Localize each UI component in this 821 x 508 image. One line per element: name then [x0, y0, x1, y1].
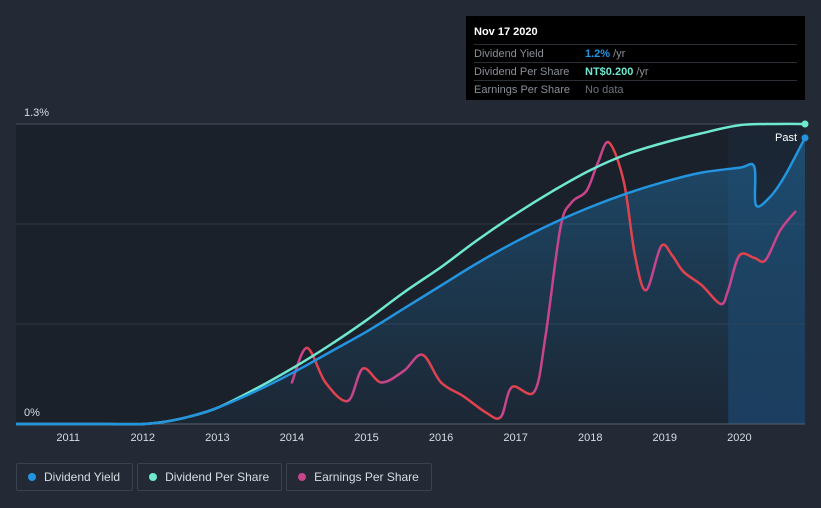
- tooltip-row-earnings-per-share: Earnings Per Share No data: [474, 81, 797, 98]
- legend-label: Earnings Per Share: [314, 470, 419, 484]
- eps-segment: [671, 254, 685, 273]
- tooltip: Nov 17 2020 Dividend Yield 1.2% /yr Divi…: [466, 16, 805, 100]
- dividend-yield-end-marker: [801, 134, 809, 142]
- eps-segment: [324, 381, 350, 403]
- past-label: Past: [775, 132, 797, 144]
- eps-segment: [719, 288, 730, 306]
- y-tick-label: 0%: [24, 407, 40, 419]
- tooltip-divider: [474, 80, 797, 81]
- tooltip-value-earnings-per-share: No data: [585, 83, 624, 96]
- tooltip-unit: /yr: [613, 47, 626, 60]
- eps-segment: [510, 385, 536, 396]
- legend-item-earnings-per-share[interactable]: Earnings Per Share: [286, 463, 432, 491]
- eps-segment: [484, 411, 502, 420]
- tooltip-label: Dividend Per Share: [474, 65, 570, 78]
- tooltip-divider: [474, 44, 797, 45]
- eps-segment: [346, 367, 365, 403]
- eps-segment: [421, 353, 443, 384]
- legend-dot-icon: [149, 473, 158, 481]
- legend: Dividend Yield Dividend Per Share Earnin…: [16, 463, 432, 491]
- eps-segment: [533, 335, 547, 393]
- x-tick-label: 2018: [578, 432, 602, 444]
- legend-item-dividend-per-share[interactable]: Dividend Per Share: [137, 463, 283, 491]
- tooltip-date: Nov 17 2020: [474, 26, 538, 38]
- x-tick-label: 2015: [354, 432, 378, 444]
- tooltip-unit: /yr: [636, 65, 649, 78]
- eps-segment: [622, 180, 637, 257]
- earnings-per-share-line: [290, 140, 797, 420]
- x-tick-label: 2020: [727, 432, 751, 444]
- x-tick-label: 2012: [131, 432, 155, 444]
- tooltip-row-dividend-per-share: Dividend Per Share NT$0.200 /yr: [474, 63, 797, 80]
- eps-segment: [726, 254, 741, 292]
- eps-segment: [290, 346, 309, 384]
- x-tick-label: 2017: [503, 432, 527, 444]
- eps-segment: [700, 284, 722, 306]
- eps-segment: [305, 346, 327, 384]
- eps-segment: [607, 141, 626, 183]
- x-tick-label: 2016: [429, 432, 453, 444]
- legend-item-dividend-yield[interactable]: Dividend Yield: [16, 463, 134, 491]
- tooltip-row-dividend-yield: Dividend Yield 1.2% /yr: [474, 45, 797, 62]
- eps-segment: [380, 369, 406, 384]
- legend-label: Dividend Yield: [44, 470, 121, 484]
- tooltip-label: Dividend Yield: [474, 47, 544, 60]
- eps-segment: [682, 270, 704, 287]
- eps-segment: [462, 395, 488, 414]
- x-tick-label: 2014: [280, 432, 304, 444]
- eps-segment: [361, 367, 383, 384]
- x-tick-label: 2019: [653, 432, 677, 444]
- tooltip-divider: [474, 62, 797, 63]
- tooltip-value-dividend-yield: 1.2%: [585, 47, 611, 60]
- eps-segment: [439, 381, 465, 398]
- tooltip-value-dividend-per-share: NT$0.200: [585, 65, 634, 78]
- y-axis-tick-labels: 0% 1.3%: [24, 107, 49, 419]
- x-tick-label: 2013: [205, 432, 229, 444]
- legend-label: Dividend Per Share: [165, 470, 270, 484]
- x-axis-tick-labels: 2011 2012 2013 2014 2015 2016 2017 2018 2019 2020: [56, 432, 751, 444]
- eps-segment: [764, 228, 782, 262]
- dividend-yield-line: [16, 137, 807, 426]
- legend-dot-icon: [28, 473, 36, 481]
- x-tick-label: 2011: [56, 432, 80, 444]
- eps-segment: [779, 210, 797, 232]
- legend-dot-icon: [298, 473, 307, 481]
- tooltip-label: Earnings Per Share: [474, 83, 570, 96]
- eps-segment: [585, 161, 599, 193]
- eps-segment: [753, 256, 767, 264]
- y-tick-label: 1.3%: [24, 107, 49, 119]
- dividend-per-share-end-marker: [801, 120, 809, 128]
- eps-segment: [559, 201, 573, 230]
- eps-segment: [570, 189, 588, 204]
- eps-segment: [644, 245, 663, 292]
- eps-segment: [659, 243, 674, 257]
- dividend-yield-area: [16, 137, 805, 425]
- eps-segment: [402, 353, 424, 373]
- eps-segment: [499, 385, 514, 419]
- eps-segment: [544, 226, 562, 338]
